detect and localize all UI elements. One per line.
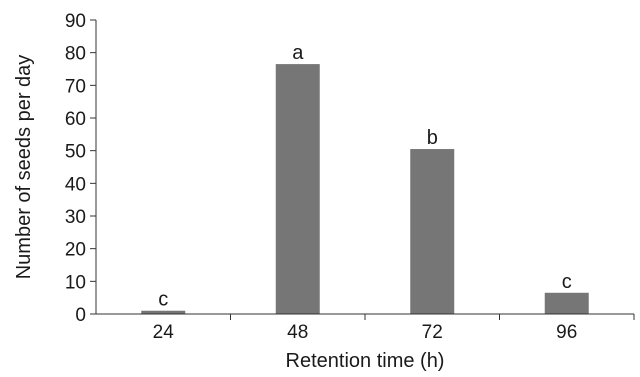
x-axis-title: Retention time (h) [286, 350, 445, 372]
significance-label: a [292, 42, 304, 64]
bar-72 [410, 149, 454, 314]
y-tick-label: 30 [65, 207, 86, 228]
x-tick-label: 24 [153, 322, 175, 343]
y-tick-label: 50 [65, 142, 86, 163]
y-tick-label: 90 [65, 11, 86, 32]
significance-label: c [562, 271, 572, 293]
y-tick-label: 80 [65, 44, 86, 65]
y-tick-label: 10 [65, 272, 86, 293]
significance-label: b [427, 127, 438, 149]
bar-48 [276, 64, 320, 314]
y-axis-title: Number of seeds per day [13, 55, 35, 280]
y-tick-label: 0 [75, 305, 86, 326]
y-axis-ticks: 0 10 20 30 40 50 60 70 80 90 [65, 11, 96, 326]
bar-96 [545, 293, 589, 314]
x-tick-label: 48 [287, 322, 308, 343]
significance-label: c [158, 289, 168, 311]
x-axis-ticks: 24 48 72 96 [153, 314, 634, 343]
y-tick-label: 60 [65, 109, 86, 130]
y-tick-label: 20 [65, 240, 86, 261]
x-tick-label: 96 [556, 322, 577, 343]
bars: c a b c [141, 42, 589, 314]
y-tick-label: 70 [65, 76, 86, 97]
x-tick-label: 72 [422, 322, 443, 343]
y-tick-label: 40 [65, 174, 86, 195]
